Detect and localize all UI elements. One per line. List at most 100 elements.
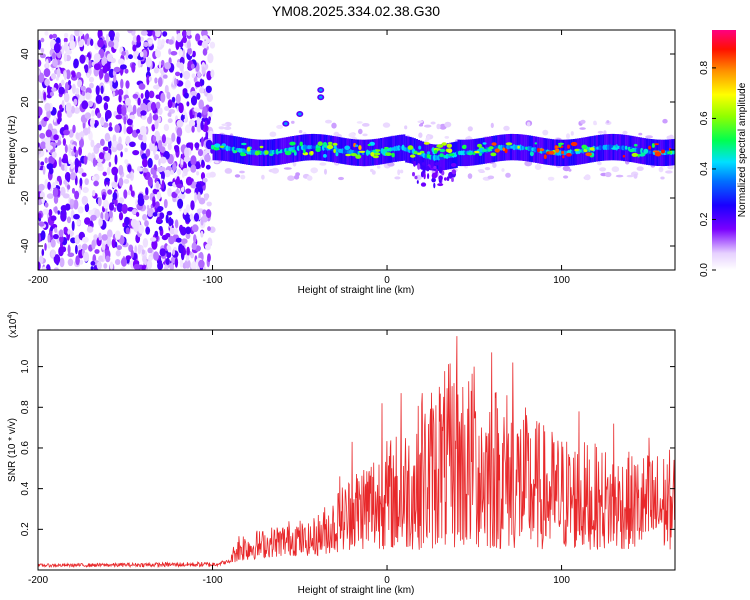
noise-cell: [87, 126, 91, 134]
snr-x-ticks: -200 -100 0 100: [28, 330, 570, 586]
noise-cell: [179, 72, 183, 79]
noise-cell: [162, 74, 168, 79]
noise-cell: [63, 129, 70, 136]
noise-cell: [109, 202, 114, 212]
halo-cell: [604, 171, 612, 178]
band-core: [462, 150, 466, 156]
noise-cell: [205, 164, 211, 170]
noise-cell: [38, 183, 45, 191]
hot-spot: [264, 150, 269, 155]
noise-cell: [96, 112, 102, 119]
noise-cell: [195, 33, 201, 42]
noise-cell: [127, 30, 133, 34]
hot-spot: [477, 143, 482, 148]
noise-cell: [124, 159, 129, 165]
noise-cell: [75, 87, 80, 95]
noise-cell: [145, 187, 149, 196]
hot-spot: [467, 152, 474, 156]
noise-cell: [168, 218, 174, 226]
noise-cell: [98, 232, 102, 241]
noise-cell: [204, 154, 211, 163]
noise-cell: [67, 258, 74, 267]
noise-cell: [38, 160, 41, 170]
noise-cell: [154, 230, 159, 238]
band-core: [365, 149, 370, 156]
hot-spot: [562, 155, 565, 159]
noise-cell: [109, 261, 114, 270]
noise-cell: [108, 126, 113, 132]
x-tick-label: -100: [203, 575, 223, 586]
noise-cell: [78, 40, 84, 48]
noise-cell: [44, 102, 51, 112]
noise-cell: [148, 76, 152, 82]
dip-cell: [426, 165, 430, 172]
noise-cell: [164, 62, 172, 70]
noise-cell: [127, 164, 132, 173]
noise-cell: [149, 141, 155, 152]
noise-cell: [201, 66, 206, 75]
noise-cell: [200, 230, 204, 238]
noise-cell: [114, 241, 118, 248]
hot-spot: [413, 151, 418, 155]
hot-spot: [566, 152, 572, 157]
noise-cell: [182, 36, 187, 43]
halo-cell: [467, 173, 473, 179]
noise-cell: [114, 259, 121, 265]
hot-spot: [473, 152, 476, 156]
dip-cell: [437, 183, 444, 187]
noise-cell: [133, 223, 139, 233]
noise-cell: [179, 259, 184, 268]
hot-spot: [482, 142, 487, 145]
noise-cell: [124, 147, 128, 153]
band-core: [512, 144, 516, 151]
noise-cell: [63, 226, 68, 234]
noise-cell: [119, 267, 126, 270]
noise-cell: [70, 162, 74, 170]
hot-spot: [494, 148, 500, 153]
noise-cell: [152, 199, 156, 207]
hot-spot: [358, 145, 362, 151]
noise-cell: [89, 82, 94, 89]
noise-cell: [171, 96, 176, 103]
noise-cell: [53, 134, 59, 141]
noise-cell: [61, 209, 67, 219]
hot-spot: [631, 152, 638, 157]
hot-spot: [335, 152, 339, 157]
hot-spot: [332, 142, 338, 146]
hot-spot: [448, 153, 455, 157]
colorbar-label: Normalized spectral amplitude: [737, 82, 748, 217]
noise-cell: [84, 178, 89, 186]
noise-cell: [47, 181, 51, 190]
noise-cell: [78, 166, 81, 172]
noise-cell: [178, 102, 184, 114]
hot-spot: [622, 154, 626, 158]
noise-cell: [142, 167, 149, 173]
noise-cell: [150, 167, 155, 175]
noise-cell: [52, 58, 58, 67]
hot-spot: [504, 148, 508, 154]
noise-cell: [69, 198, 75, 206]
noise-cell: [45, 58, 49, 68]
band-core: [397, 145, 401, 151]
hot-spot: [521, 145, 524, 151]
noise-cell: [75, 255, 80, 266]
noise-cell: [205, 243, 211, 251]
noise-cell: [73, 199, 79, 210]
noise-cell: [184, 112, 188, 121]
noise-cell: [186, 30, 192, 36]
halo-cell: [658, 166, 664, 173]
halo-cell: [430, 121, 436, 125]
noise-cell: [166, 244, 171, 251]
halo-cell: [287, 175, 295, 181]
noise-cell: [70, 172, 76, 181]
noise-cell: [201, 79, 205, 86]
noise-cell: [60, 186, 66, 196]
noise-cell: [79, 138, 84, 148]
noise-cell: [117, 88, 124, 96]
hot-spot: [374, 152, 381, 156]
hot-spot: [567, 144, 570, 149]
noise-cell: [201, 35, 208, 40]
noise-cell: [152, 135, 157, 142]
noise-cell: [92, 157, 97, 167]
